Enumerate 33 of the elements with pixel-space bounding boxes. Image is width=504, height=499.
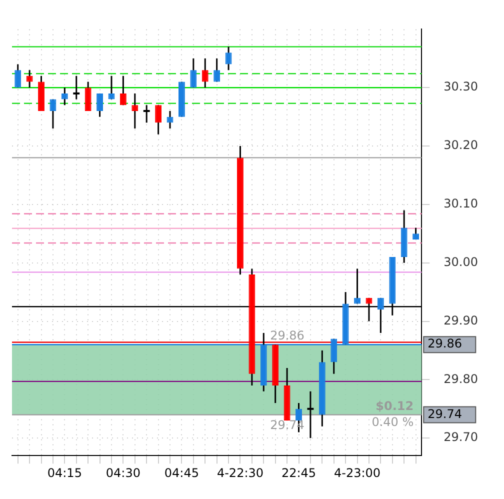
- annotation: $0.12: [376, 398, 414, 413]
- candlestick: [50, 98, 56, 130]
- y-tick-label: 30.20: [444, 138, 478, 152]
- candlestick: [214, 58, 220, 83]
- y-tick-label: 29.80: [444, 372, 478, 386]
- candlestick: [190, 58, 197, 88]
- annotation: 0.40 %: [372, 414, 414, 429]
- y-tick-label: 30.30: [444, 80, 478, 94]
- candlestick: [412, 227, 420, 240]
- candlestick: [354, 268, 360, 304]
- y-tick-label: 29.90: [444, 313, 478, 328]
- candlestick: [14, 63, 22, 88]
- x-tick-label: 4-22:30: [216, 466, 264, 480]
- candlestick: [202, 58, 208, 88]
- candlestick: [155, 104, 162, 136]
- annotation: 29.86: [270, 328, 304, 343]
- x-tick-label: 04:45: [164, 466, 200, 480]
- candlestick: [132, 92, 138, 130]
- ref-line-label: 29.74: [428, 406, 462, 421]
- x-tick-label: 4-23:00: [334, 466, 381, 480]
- y-tick-label: 30.00: [444, 254, 478, 269]
- candlestick: [120, 75, 126, 106]
- candlestick: [61, 86, 68, 106]
- y-tick-label: 29.70: [444, 430, 478, 444]
- x-tick-label: 22:45: [281, 466, 316, 480]
- candlestick: [26, 69, 33, 88]
- candlestick: [84, 81, 92, 112]
- ref-line-label: 29.86: [428, 336, 462, 351]
- x-tick-label: 04:15: [47, 466, 82, 480]
- x-tick-label: 04:30: [106, 466, 140, 480]
- candlestick: [96, 92, 103, 118]
- candlestick: [108, 75, 115, 100]
- y-tick-label: 30.10: [444, 196, 478, 211]
